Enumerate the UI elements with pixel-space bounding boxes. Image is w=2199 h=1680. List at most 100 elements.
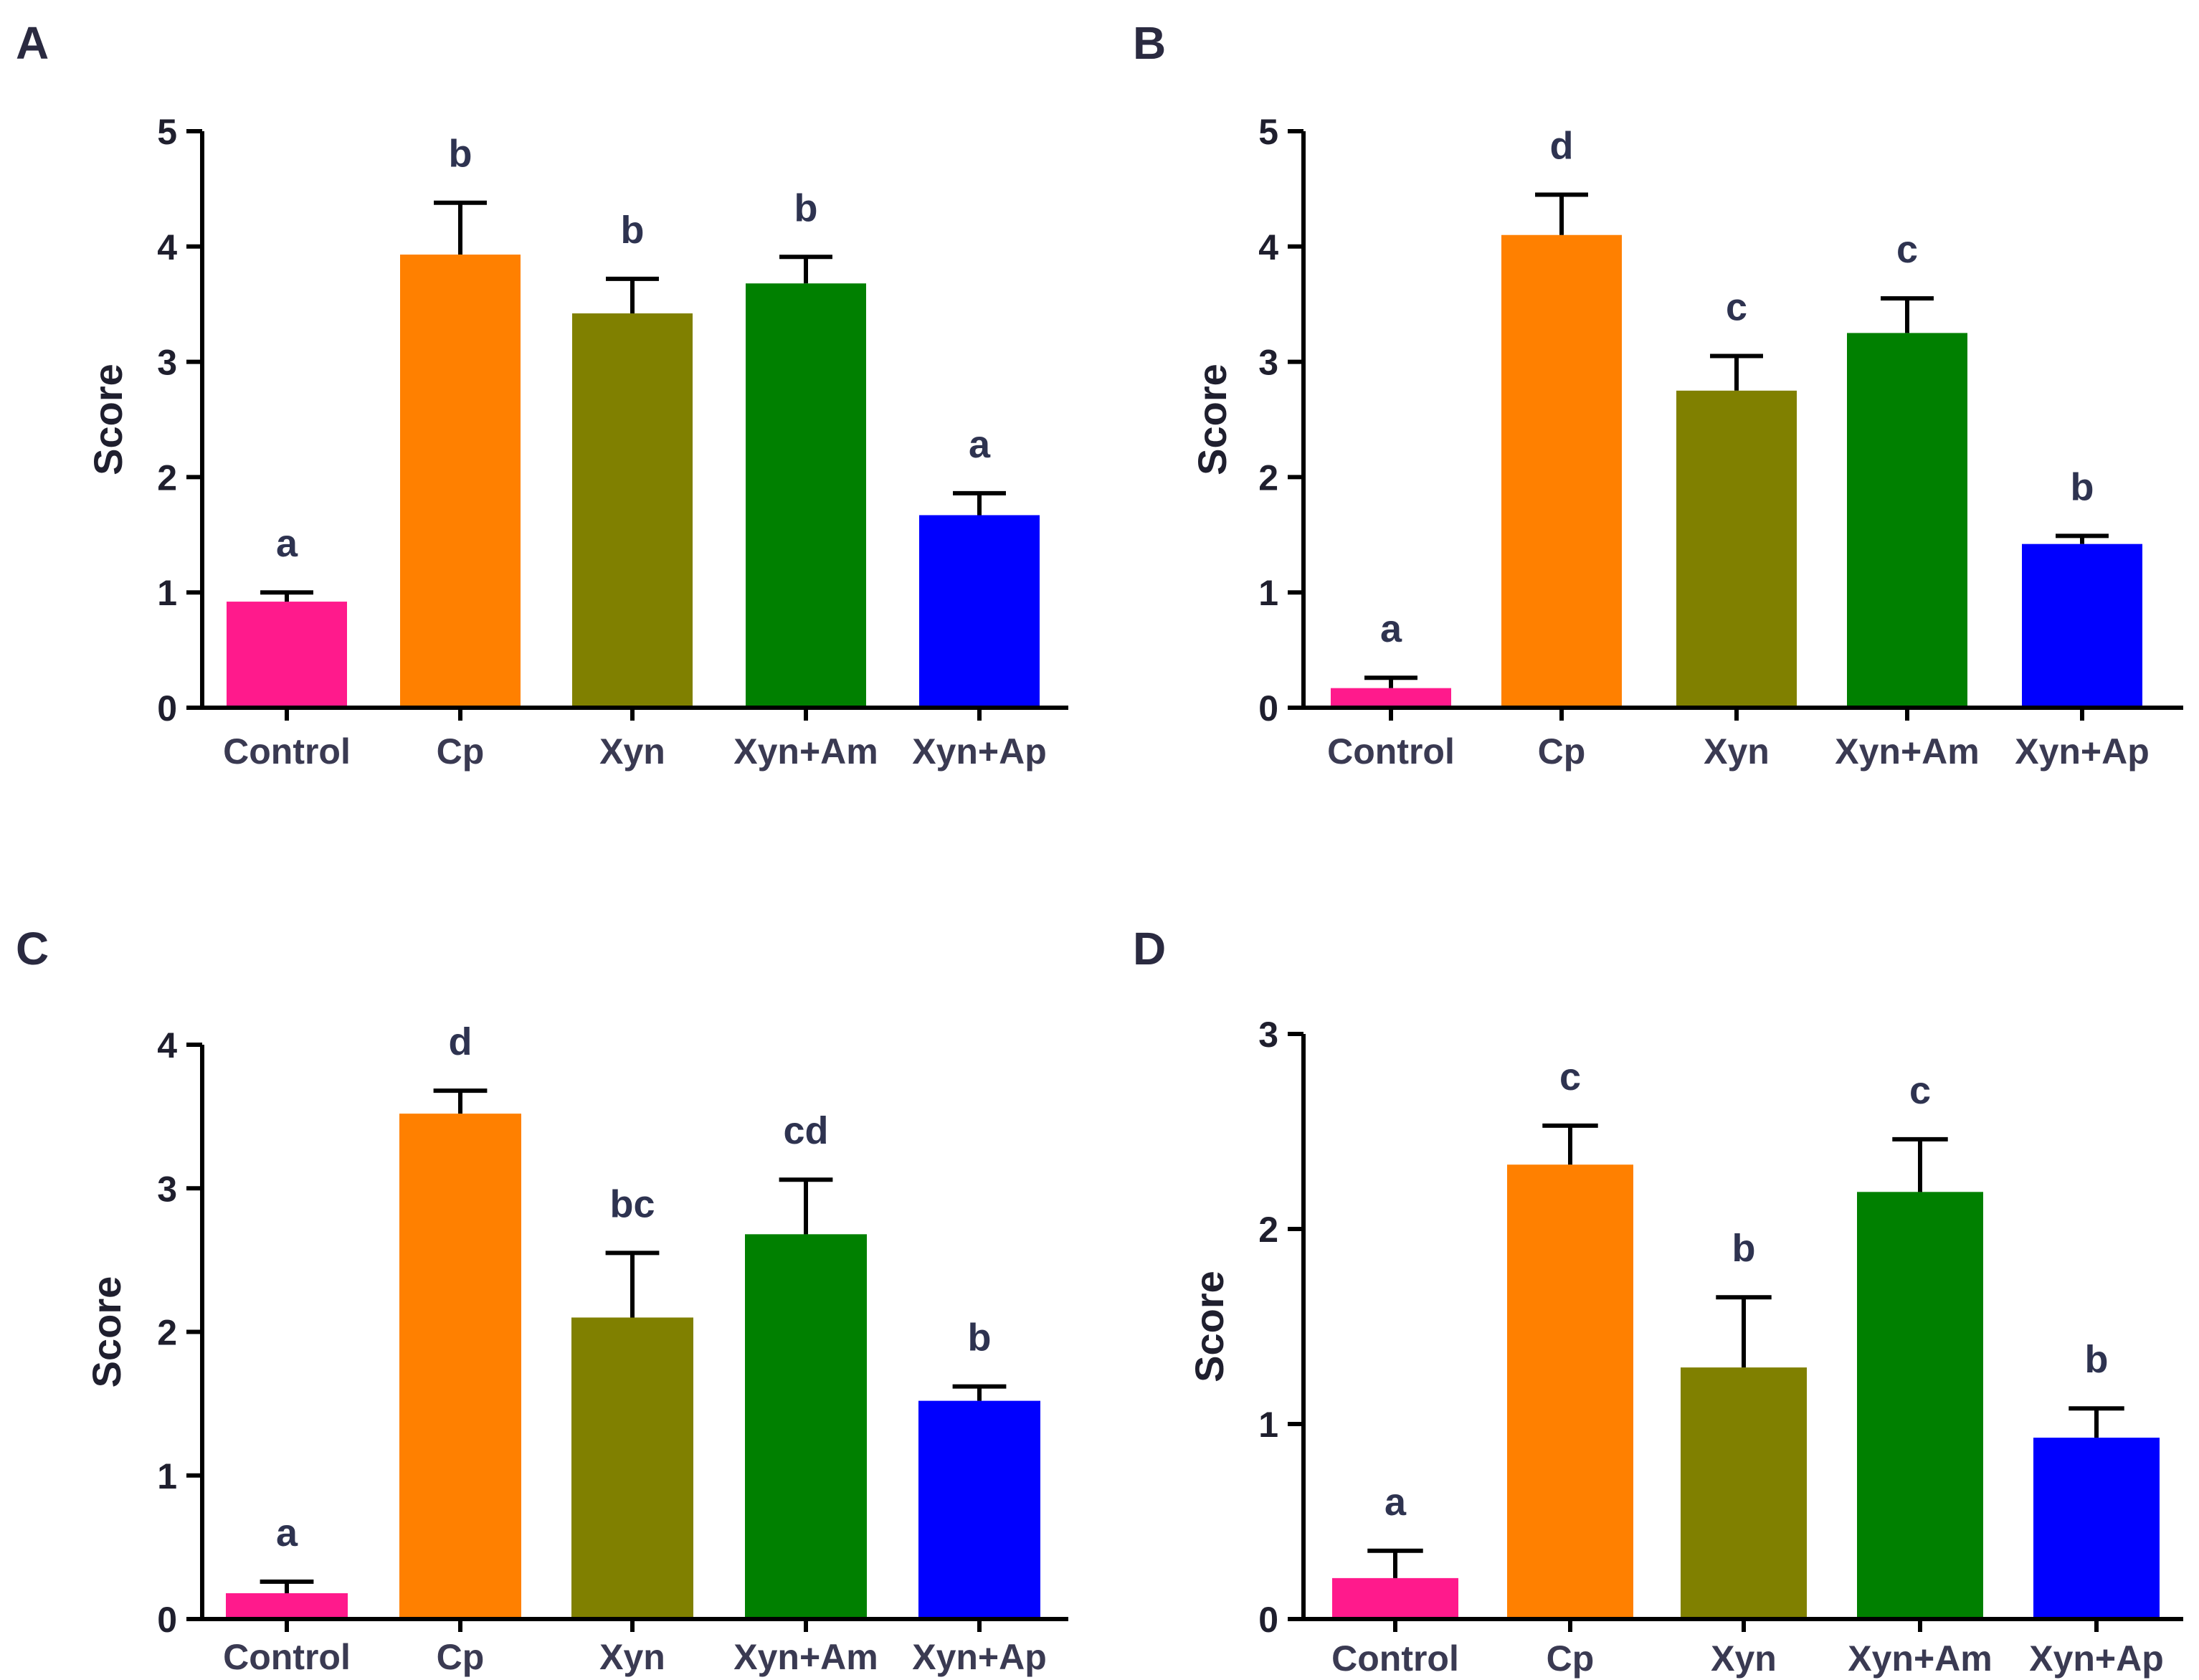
significance-label: bc: [609, 1182, 655, 1225]
significance-label: d: [449, 1020, 472, 1063]
category-label: Cp: [437, 731, 485, 772]
y-tick-label: 3: [157, 1169, 177, 1209]
bar-xyn-am: [1847, 333, 1967, 708]
significance-label: a: [1385, 1481, 1407, 1524]
y-tick-label: 4: [157, 227, 177, 267]
category-label: Xyn+Am: [1835, 731, 1979, 772]
bar-control: [1332, 1577, 1458, 1619]
y-axis-label: Score: [84, 1276, 129, 1388]
significance-label: b: [2085, 1338, 2109, 1381]
significance-label: b: [449, 133, 472, 176]
significance-label: c: [1559, 1055, 1581, 1098]
panel-letter: D: [1133, 923, 1166, 974]
error-bar: [260, 1579, 314, 1593]
category-label: Xyn+Ap: [912, 731, 1047, 772]
chart-panel-d: D Score a Control c Cp b Xyn c Xyn+Am b Xyn+Ap 0 1 2 3: [1133, 923, 2183, 1679]
significance-label: b: [621, 209, 645, 252]
category-label: Xyn: [599, 1637, 665, 1677]
error-bar: [260, 590, 313, 602]
significance-label: b: [968, 1316, 992, 1359]
category-label: Control: [1327, 731, 1455, 772]
y-axis-label: Score: [85, 364, 130, 475]
y-tick-label: 3: [157, 343, 177, 383]
significance-label: a: [276, 1511, 298, 1555]
error-bar: [1535, 192, 1588, 235]
y-tick-label: 1: [1258, 573, 1278, 613]
error-bar: [1716, 1295, 1772, 1368]
bar-control: [226, 1593, 348, 1619]
error-bar: [952, 1384, 1007, 1401]
error-bar: [779, 1177, 833, 1235]
bar-cp: [1507, 1164, 1633, 1619]
error-bar: [1367, 1548, 1423, 1578]
y-tick-label: 5: [1258, 112, 1278, 152]
category-label: Xyn+Ap: [2029, 1638, 2164, 1679]
significance-label: b: [794, 186, 818, 229]
bar-xyn-ap: [2033, 1438, 2160, 1619]
bar-cp: [400, 255, 521, 708]
error-bar: [1892, 1136, 1948, 1192]
significance-label: b: [2071, 465, 2094, 508]
y-tick-label: 2: [1258, 1210, 1278, 1250]
error-bar: [1881, 296, 1934, 333]
category-label: Xyn+Am: [733, 1637, 878, 1677]
bar-control: [227, 602, 347, 708]
error-bar: [606, 276, 659, 314]
error-bar: [1710, 353, 1763, 391]
y-tick-label: 0: [157, 688, 177, 729]
bar-xyn-ap: [919, 515, 1040, 708]
bar-xyn-ap: [2022, 544, 2142, 708]
y-tick-label: 2: [157, 457, 177, 498]
category-label: Xyn: [1711, 1638, 1777, 1679]
bar-xyn-ap: [918, 1400, 1040, 1619]
category-label: Xyn+Ap: [2015, 731, 2150, 772]
y-tick-label: 3: [1258, 343, 1278, 383]
significance-label: a: [1380, 607, 1402, 650]
bar-xyn-am: [1857, 1192, 1983, 1619]
bar-xyn: [572, 313, 693, 708]
category-label: Xyn+Am: [1848, 1638, 1992, 1679]
panel-letter: C: [16, 923, 49, 974]
error-bar: [953, 490, 1006, 516]
y-tick-label: 0: [157, 1600, 177, 1640]
y-tick-label: 5: [157, 112, 177, 152]
category-label: Control: [223, 1637, 351, 1677]
bar-xyn: [1676, 390, 1797, 708]
error-bar: [1364, 675, 1417, 688]
error-bar: [779, 255, 832, 284]
category-label: Xyn+Am: [733, 731, 878, 772]
significance-label: c: [1896, 228, 1918, 271]
bar-cp: [1501, 234, 1622, 708]
significance-label: b: [1732, 1227, 1756, 1270]
y-tick-label: 3: [1258, 1015, 1278, 1055]
category-label: Cp: [1547, 1638, 1595, 1679]
bar-xyn-am: [745, 1234, 867, 1619]
error-bar: [605, 1250, 660, 1318]
y-axis-label: Score: [1189, 364, 1235, 475]
category-label: Xyn+Ap: [912, 1637, 1047, 1677]
y-tick-label: 2: [1258, 457, 1278, 498]
chart-panel-a: A Score a Control b Cp b Xyn b Xyn+Am a Xyn+Ap 0 1 2 3 4…: [16, 17, 1068, 772]
bar-control: [1331, 688, 1451, 708]
category-label: Cp: [437, 1637, 485, 1677]
significance-label: c: [1726, 286, 1747, 329]
significance-label: a: [276, 522, 298, 565]
y-tick-label: 4: [157, 1025, 177, 1066]
y-tick-label: 4: [1258, 227, 1278, 267]
category-label: Control: [1331, 1638, 1459, 1679]
bar-xyn: [1681, 1367, 1807, 1619]
significance-label: d: [1550, 124, 1574, 167]
error-bar: [1542, 1123, 1598, 1165]
significance-label: cd: [783, 1109, 828, 1152]
error-bar: [433, 1088, 488, 1114]
bar-cp: [399, 1114, 521, 1619]
error-bar: [434, 200, 487, 255]
significance-label: a: [969, 423, 991, 466]
y-tick-label: 0: [1258, 1600, 1278, 1640]
category-label: Cp: [1538, 731, 1586, 772]
y-tick-label: 1: [157, 1456, 177, 1496]
category-label: Xyn: [1704, 731, 1770, 772]
chart-panel-b: B Score a Control d Cp c Xyn c Xyn+Am b Xyn+Ap 0 1 2 3 4…: [1133, 17, 2183, 772]
category-label: Control: [223, 731, 351, 772]
